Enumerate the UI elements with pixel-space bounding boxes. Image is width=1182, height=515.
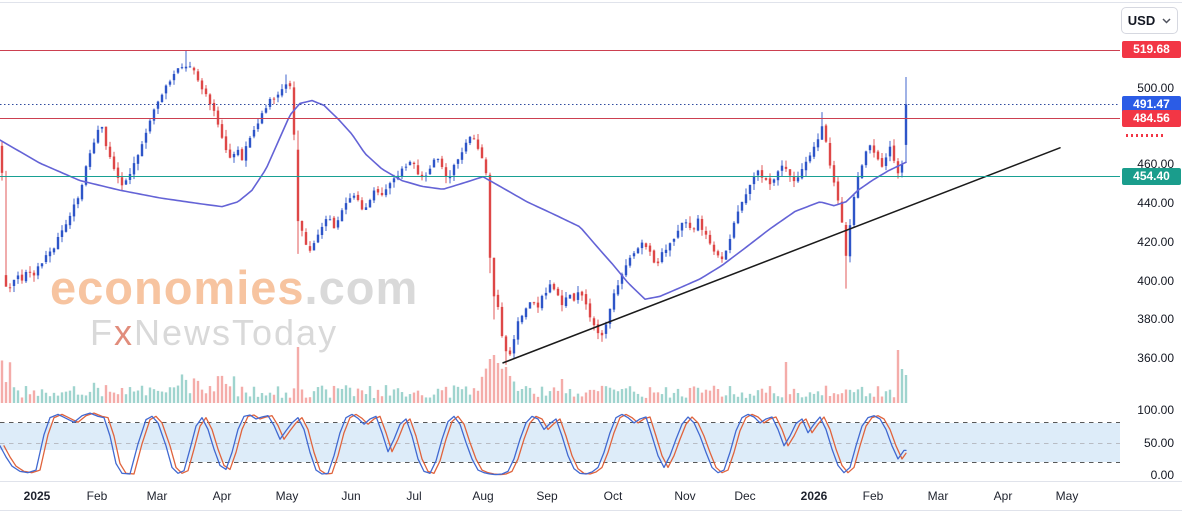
time-label-Jun: Jun xyxy=(341,489,361,503)
level-line-491.47[interactable] xyxy=(0,104,1120,105)
price-tick-0.00: 0.00 xyxy=(1150,468,1174,482)
time-scale[interactable]: 2025 Feb Mar Apr May Jun Jul Aug Sep Oct Nov Dec 202… xyxy=(0,482,1182,510)
time-label-Feb: Feb xyxy=(86,489,108,503)
price-badge-491.47: 491.47 xyxy=(1122,95,1181,113)
price-tick-420.00: 420.00 xyxy=(1137,235,1174,249)
price-badge-454.40: 454.40 xyxy=(1122,167,1181,185)
price-scale[interactable]: 500.00 460.00 440.00 420.00 400.00 380.00 360.… xyxy=(1122,0,1182,482)
price-tick-50.00: 50.00 xyxy=(1143,436,1174,450)
time-label-Aug: Aug xyxy=(472,489,494,503)
time-label-Mar: Mar xyxy=(927,489,949,503)
time-label-Sep: Sep xyxy=(536,489,558,503)
price-badge-519.68: 519.68 xyxy=(1122,40,1181,58)
time-label-Oct: Oct xyxy=(603,489,623,503)
currency-label: USD xyxy=(1127,13,1156,28)
level-line-454.4[interactable] xyxy=(0,176,1120,177)
price-tick-500.00: 500.00 xyxy=(1137,81,1174,95)
time-label-May: May xyxy=(1055,489,1079,503)
price-tick-440.00: 440.00 xyxy=(1137,196,1174,210)
chevron-down-icon xyxy=(1162,17,1171,24)
clipped-label-dots xyxy=(1126,134,1164,137)
price-tick-100.00: 100.00 xyxy=(1137,403,1174,417)
time-label-Apr: Apr xyxy=(993,489,1013,503)
time-label-Feb: Feb xyxy=(862,489,884,503)
time-label-2026: 2026 xyxy=(800,489,828,503)
time-label-Dec: Dec xyxy=(734,489,756,503)
price-tick-400.00: 400.00 xyxy=(1137,274,1174,288)
time-label-Nov: Nov xyxy=(674,489,696,503)
bottom-border xyxy=(0,510,1182,511)
time-label-Apr: Apr xyxy=(212,489,232,503)
price-badge-484.56: 484.56 xyxy=(1122,109,1181,127)
price-chart-canvas[interactable] xyxy=(0,0,1122,482)
time-label-May: May xyxy=(275,489,299,503)
price-tick-380.00: 380.00 xyxy=(1137,312,1174,326)
time-label-2025: 2025 xyxy=(23,489,51,503)
level-line-484.56[interactable] xyxy=(0,118,1120,119)
time-label-Mar: Mar xyxy=(146,489,168,503)
currency-selector[interactable]: USD xyxy=(1121,7,1178,34)
level-line-519.68[interactable] xyxy=(0,50,1120,51)
time-label-Jul: Jul xyxy=(406,489,422,503)
plot-area: economies.com FxNewsToday xyxy=(0,0,1122,482)
price-tick-360.00: 360.00 xyxy=(1137,351,1174,365)
